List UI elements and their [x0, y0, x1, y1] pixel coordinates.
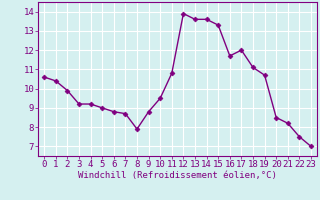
- X-axis label: Windchill (Refroidissement éolien,°C): Windchill (Refroidissement éolien,°C): [78, 171, 277, 180]
